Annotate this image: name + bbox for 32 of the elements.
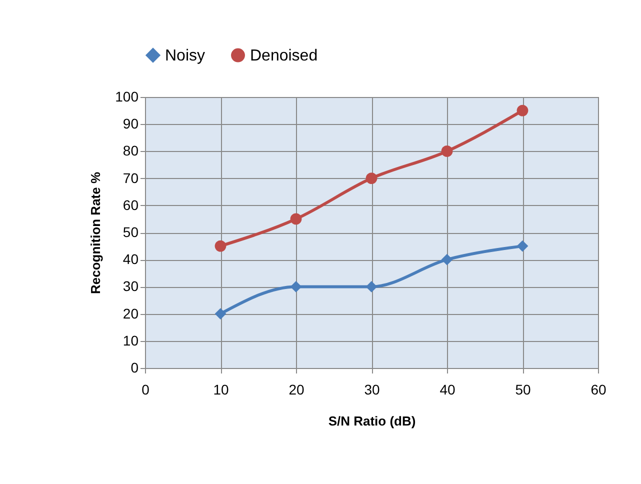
point — [441, 146, 453, 157]
y-tick-label: 70 — [122, 170, 139, 186]
y-tick-label: 0 — [130, 360, 139, 376]
y-tick-label: 60 — [122, 196, 139, 213]
point — [366, 172, 378, 184]
x-tick-label: 0 — [142, 382, 150, 398]
point — [290, 213, 302, 225]
y-tick-label: 20 — [122, 305, 139, 322]
point — [290, 281, 302, 292]
y-tick-label: 40 — [122, 251, 139, 268]
point — [516, 240, 528, 252]
x-tick-label: 10 — [213, 382, 229, 398]
y-axis-title: Recognition Rate % — [88, 172, 104, 294]
x-tick-label: 50 — [515, 382, 531, 398]
y-tick-label: 30 — [122, 278, 139, 294]
y-tick-label: 10 — [122, 332, 139, 348]
point — [214, 308, 226, 320]
legend-label: Noisy — [165, 47, 206, 64]
y-tick-label: 90 — [122, 116, 139, 132]
point — [516, 104, 528, 116]
legend-label: Denoised — [250, 47, 318, 64]
x-tick-label: 60 — [590, 382, 606, 398]
x-tick-label: 30 — [364, 382, 380, 398]
point — [366, 281, 378, 292]
y-tick-label: 50 — [122, 224, 139, 240]
x-tick-label: 40 — [440, 382, 456, 398]
x-tick-label: 20 — [288, 382, 304, 398]
point — [441, 254, 453, 266]
x-axis-title: S/N Ratio (dB) — [328, 414, 416, 428]
y-tick-label: 100 — [115, 88, 139, 104]
point — [214, 240, 226, 252]
y-tick-label: 80 — [122, 142, 139, 159]
